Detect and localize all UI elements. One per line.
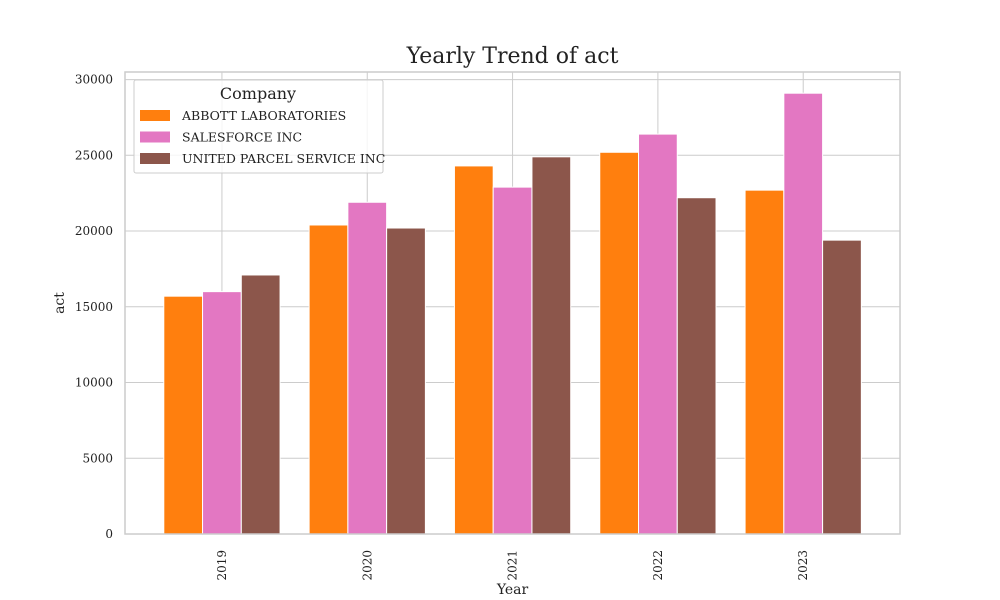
bar <box>453 165 494 535</box>
legend-box <box>133 79 384 174</box>
bar <box>492 186 533 535</box>
chart-title: Yearly Trend of act <box>406 44 619 69</box>
x-tick-label: 2023 <box>796 550 810 581</box>
bar <box>308 224 349 535</box>
y-axis-title: act <box>52 292 68 314</box>
y-tick-label: 15000 <box>75 300 113 314</box>
bar <box>783 92 824 535</box>
y-tick-label: 30000 <box>75 73 113 87</box>
y-tick-label: 0 <box>105 527 113 541</box>
legend-title: Company <box>220 84 296 103</box>
x-tick-label: 2019 <box>215 550 229 581</box>
legend-label: UNITED PARCEL SERVICE INC <box>182 151 385 166</box>
legend-swatch <box>140 131 170 143</box>
legend-label: ABBOTT LABORATORIES <box>181 108 346 123</box>
bars <box>163 92 862 535</box>
bar <box>638 133 678 535</box>
x-tick-label: 2022 <box>651 550 665 581</box>
legend-swatch <box>140 110 170 121</box>
y-tick-label: 5000 <box>82 451 113 465</box>
y-tick-label: 20000 <box>75 224 113 238</box>
y-axis-ticks: 0 5000 10000 15000 20000 25000 30000 <box>75 73 113 541</box>
bar <box>822 239 862 535</box>
bar <box>599 151 640 535</box>
x-axis-title: Year <box>496 582 529 598</box>
bar <box>202 291 242 535</box>
bar <box>386 227 426 535</box>
bar <box>347 201 388 535</box>
x-tick-label: 2020 <box>360 550 374 581</box>
x-tick-label: 2021 <box>506 550 520 581</box>
bar <box>163 295 204 535</box>
legend-label: SALESFORCE INC <box>182 130 302 145</box>
bar <box>531 156 572 535</box>
y-tick-label: 25000 <box>75 148 113 162</box>
bar <box>744 189 785 535</box>
plot-frame <box>124 71 901 535</box>
y-tick-label: 10000 <box>75 376 113 390</box>
legend: Company ABBOTT LABORATORIES SALESFORCE IN… <box>133 79 385 174</box>
legend-swatch <box>140 153 170 164</box>
bar <box>240 274 281 535</box>
bar <box>676 197 717 535</box>
x-axis-ticks: 2019 2020 2021 2022 2023 <box>215 550 810 581</box>
